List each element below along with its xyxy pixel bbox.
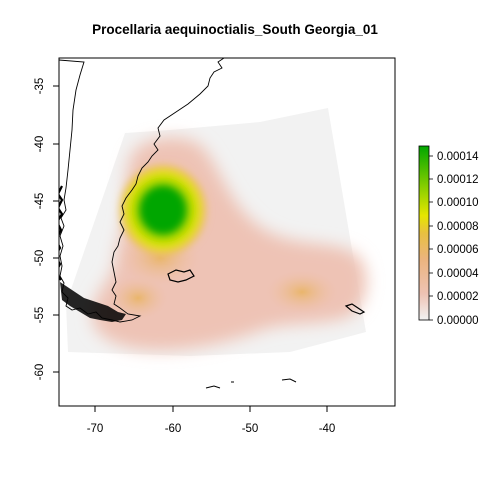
legend-label: 0.00012 xyxy=(437,174,479,186)
y-tick-label: -35 xyxy=(34,78,46,95)
legend-label: 0.00014 xyxy=(437,151,479,163)
falkland-islands xyxy=(167,269,195,283)
south-america-coastline xyxy=(59,58,225,323)
x-tick-label: -70 xyxy=(87,423,104,435)
x-tick-label: -50 xyxy=(242,423,259,435)
legend-label: 0.00010 xyxy=(437,197,479,209)
y-tick-label: -60 xyxy=(34,364,46,381)
chilean-archipelago xyxy=(59,185,64,281)
x-tick-label: -60 xyxy=(165,423,182,435)
map-layer xyxy=(59,58,367,389)
legend-colorbar xyxy=(418,145,433,321)
y-tick-label: -55 xyxy=(34,307,46,324)
tierra-del-fuego xyxy=(60,282,126,322)
legend-label: 0.00000 xyxy=(437,315,479,327)
y-tick-label: -50 xyxy=(34,250,46,267)
density-hotspot-core xyxy=(141,187,185,233)
legend-label: 0.00008 xyxy=(437,221,479,233)
south-georgia xyxy=(344,303,366,315)
y-tick-label: -40 xyxy=(34,136,46,153)
small-islands-southeast xyxy=(281,378,297,383)
map-title: Procellaria aequinoctialis_South Georgia… xyxy=(92,22,378,37)
y-axis xyxy=(53,85,59,373)
x-axis xyxy=(94,406,328,412)
density-patch-southwest xyxy=(108,276,168,320)
legend-label: 0.00002 xyxy=(437,291,479,303)
small-islands-south xyxy=(205,385,221,389)
x-tick-label: -40 xyxy=(319,423,336,435)
y-tick-label: -45 xyxy=(34,193,46,210)
density-patch-east xyxy=(266,270,338,314)
plot-frame xyxy=(58,57,396,407)
legend-label: 0.00006 xyxy=(437,244,479,256)
legend-label: 0.00004 xyxy=(437,268,479,280)
